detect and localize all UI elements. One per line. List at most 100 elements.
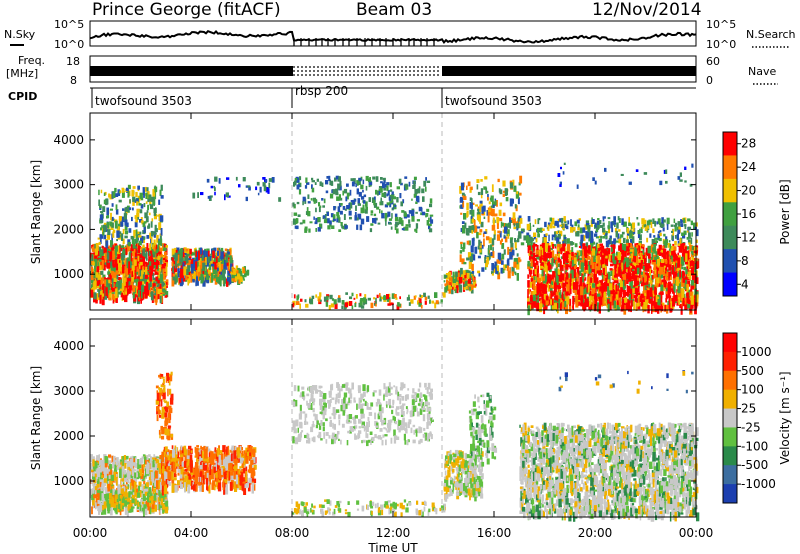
- echo-cell: [423, 180, 427, 187]
- echo-cell: [120, 271, 122, 275]
- echo-cell: [381, 213, 385, 219]
- echo-cell: [643, 172, 648, 175]
- echo-cell: [99, 204, 102, 209]
- echo-cell: [134, 264, 138, 273]
- echo-cell: [388, 218, 393, 221]
- echo-cell: [529, 236, 533, 243]
- echo-cell: [128, 207, 132, 211]
- echo-cell: [623, 264, 626, 273]
- echo-cell: [675, 276, 679, 286]
- echo-cell: [469, 276, 473, 279]
- echo-cell: [543, 296, 547, 306]
- echo-cell: [561, 217, 564, 224]
- cpid-row: CPID twofsound 3503 rbsp 200 twofsound 3…: [8, 84, 696, 108]
- echo-cell: [306, 207, 309, 213]
- echo-cell: [418, 297, 421, 301]
- echo-cell: [683, 230, 687, 235]
- echo-cell: [329, 179, 331, 186]
- echo-cell: [141, 261, 146, 271]
- echo-cell: [522, 228, 525, 233]
- echo-cell: [217, 260, 220, 266]
- echo-cell: [126, 244, 130, 252]
- echo-cell: [548, 284, 552, 290]
- echo-cell: [112, 264, 116, 268]
- echo-cell: [113, 277, 117, 282]
- echo-cell: [191, 263, 194, 274]
- echo-cell: [314, 221, 318, 225]
- echo-cell: [96, 266, 100, 273]
- echo-cell: [672, 229, 675, 236]
- echo-cell: [656, 283, 658, 288]
- echo-cell: [189, 248, 192, 255]
- echo-cell: [157, 256, 161, 260]
- echo-cell: [529, 254, 532, 262]
- echo-cell: [124, 235, 128, 239]
- echo-cell: [369, 228, 373, 233]
- echo-cell: [583, 279, 585, 286]
- echo-cell: [509, 180, 513, 184]
- echo-cell: [223, 260, 227, 270]
- echo-cell: [604, 281, 608, 292]
- echo-cell: [568, 257, 571, 266]
- echo-cell: [669, 271, 672, 279]
- echo-cell: [691, 257, 695, 262]
- echo-cell: [576, 267, 579, 273]
- echo-cell: [648, 277, 652, 282]
- echo-cell: [190, 252, 194, 256]
- echo-cell: [151, 236, 153, 244]
- echo-cell: [685, 300, 689, 304]
- echo-cell: [479, 229, 483, 233]
- echo-cell: [632, 250, 634, 256]
- echo-cell: [335, 192, 339, 196]
- echo-cell: [143, 190, 145, 198]
- echo-cell: [582, 255, 585, 263]
- echo-cell: [221, 259, 224, 265]
- echo-cell: [477, 208, 480, 212]
- echo-cell: [599, 246, 602, 252]
- echo-cell: [557, 233, 561, 239]
- echo-cell: [507, 258, 510, 267]
- echo-cell: [143, 203, 146, 208]
- echo-cell: [499, 231, 502, 238]
- echo-cell: [574, 243, 578, 248]
- echo-cell: [691, 232, 693, 237]
- echo-cell: [657, 234, 661, 240]
- echo-cell: [234, 273, 237, 279]
- echo-cell: [125, 478, 128, 486]
- nave-label: Nave: [748, 65, 776, 78]
- echo-cell: [217, 266, 219, 273]
- echo-cell: [146, 250, 148, 255]
- echo-cell: [545, 304, 548, 311]
- echo-cell: [247, 185, 251, 188]
- echo-cell: [693, 222, 696, 230]
- echo-cell: [112, 191, 116, 198]
- echo-cell: [396, 186, 400, 190]
- echo-cell: [165, 282, 168, 286]
- echo-cell: [141, 197, 144, 201]
- echo-cell: [529, 222, 531, 229]
- echo-cell: [146, 187, 149, 192]
- echo-cell: [498, 209, 502, 216]
- echo-cell: [641, 225, 644, 229]
- echo-cell: [426, 180, 431, 183]
- echo-cell: [480, 179, 483, 182]
- echo-cell: [533, 254, 538, 258]
- echo-cell: [644, 285, 647, 292]
- echo-cell: [628, 247, 631, 250]
- echo-cell: [660, 249, 663, 253]
- echo-cell: [426, 220, 430, 226]
- echo-cell: [125, 230, 129, 235]
- echo-cell: [583, 283, 586, 287]
- echo-cell: [633, 301, 636, 311]
- echo-cell: [616, 222, 619, 229]
- echo-cell: [455, 279, 458, 284]
- echo-cell: [342, 206, 346, 210]
- echo-cell: [489, 206, 491, 209]
- echo-cell: [533, 300, 536, 308]
- echo-cell: [91, 278, 95, 284]
- echo-cell: [196, 276, 199, 286]
- echo-cell: [133, 251, 135, 259]
- echo-cell: [428, 228, 433, 233]
- echo-cell: [117, 461, 121, 466]
